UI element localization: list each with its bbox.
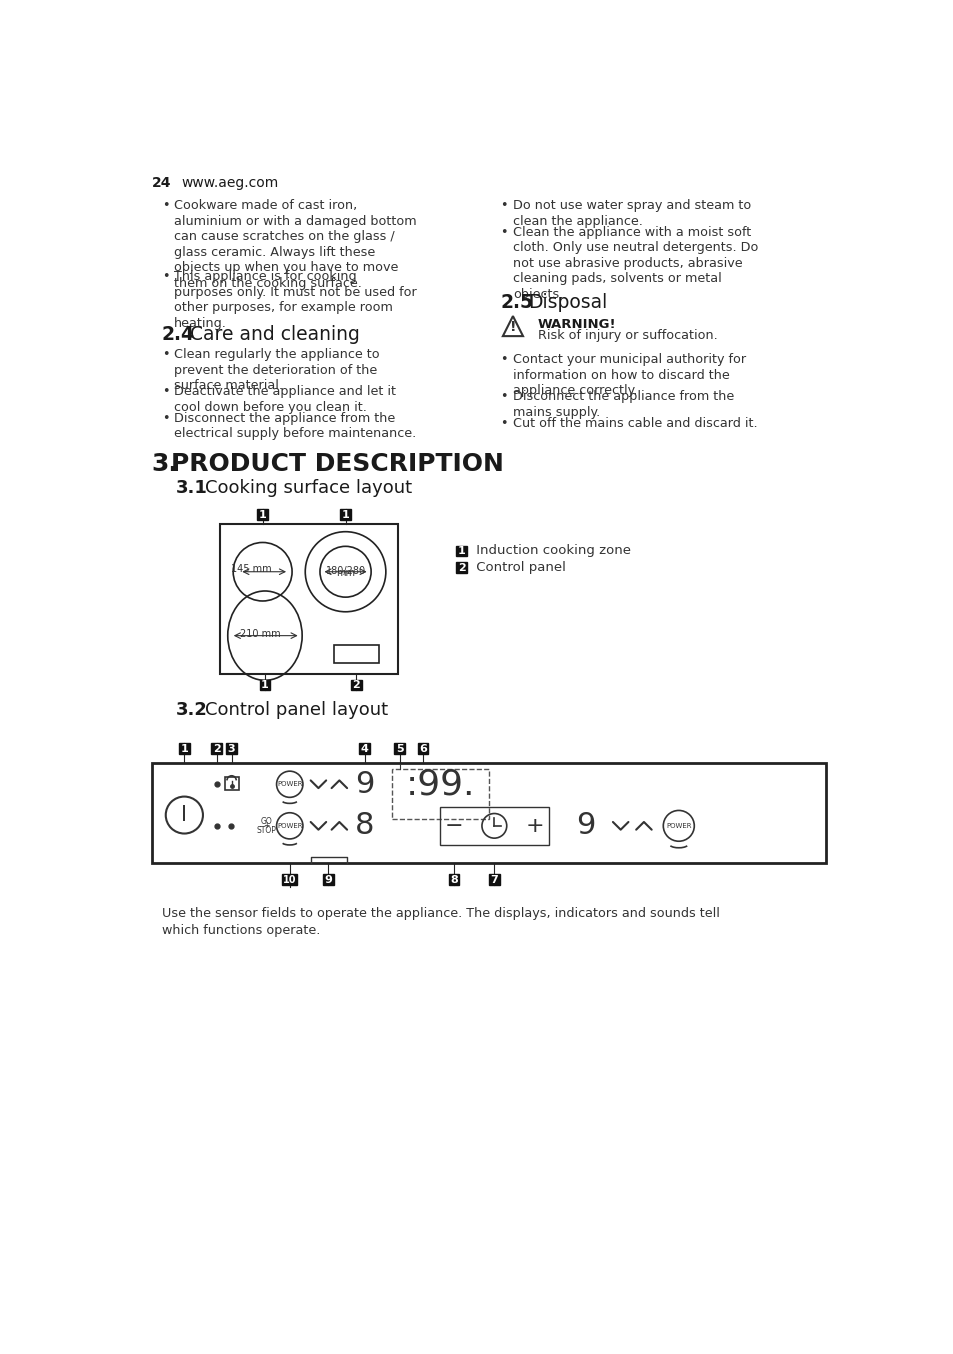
Text: 145 mm: 145 mm: [232, 565, 272, 574]
Text: Contact your municipal authority for
information on how to discard the
appliance: Contact your municipal authority for inf…: [513, 353, 745, 397]
Text: •: •: [500, 353, 508, 366]
Text: 10: 10: [283, 875, 296, 884]
FancyBboxPatch shape: [351, 680, 361, 691]
Text: 4: 4: [360, 743, 369, 754]
Text: Use the sensor fields to operate the appliance. The displays, indicators and sou: Use the sensor fields to operate the app…: [162, 907, 719, 937]
Text: Disposal: Disposal: [528, 292, 607, 311]
Text: 210 mm: 210 mm: [240, 628, 280, 639]
Text: STOP: STOP: [256, 826, 276, 835]
Text: Cooking surface layout: Cooking surface layout: [205, 479, 412, 497]
Text: Clean the appliance with a moist soft
cloth. Only use neutral detergents. Do
not: Clean the appliance with a moist soft cl…: [513, 226, 758, 301]
FancyBboxPatch shape: [226, 743, 236, 754]
Text: 1: 1: [341, 509, 349, 520]
Text: 3.: 3.: [152, 452, 178, 475]
Text: Risk of injury or suffocation.: Risk of injury or suffocation.: [537, 329, 717, 343]
Text: POWER: POWER: [276, 823, 302, 829]
Text: •: •: [162, 386, 170, 398]
Text: 180/280: 180/280: [325, 566, 365, 575]
Text: WARNING!: WARNING!: [537, 318, 616, 330]
Text: 8: 8: [355, 811, 375, 841]
Text: +: +: [525, 816, 544, 835]
FancyBboxPatch shape: [394, 743, 405, 754]
Text: 9: 9: [576, 811, 595, 841]
Text: 3.2: 3.2: [175, 701, 208, 719]
Text: Do not use water spray and steam to
clean the appliance.: Do not use water spray and steam to clea…: [513, 199, 750, 227]
Text: 5: 5: [395, 743, 403, 754]
Text: Care and cleaning: Care and cleaning: [190, 325, 359, 344]
Bar: [439, 807, 549, 845]
Text: 2: 2: [457, 563, 465, 573]
Text: •: •: [162, 271, 170, 283]
Text: 2.4: 2.4: [162, 325, 194, 344]
FancyBboxPatch shape: [456, 562, 467, 573]
Bar: [152, 762, 825, 862]
FancyBboxPatch shape: [456, 546, 467, 556]
Text: This appliance is for cooking
purposes only. It must not be used for
other purpo: This appliance is for cooking purposes o…: [174, 271, 416, 330]
Text: 6: 6: [418, 743, 427, 754]
Text: •: •: [500, 390, 508, 403]
FancyBboxPatch shape: [257, 509, 268, 520]
Text: 9: 9: [355, 770, 375, 799]
Text: 1: 1: [261, 680, 269, 691]
Text: 8: 8: [450, 875, 457, 884]
Text: 1: 1: [258, 509, 266, 520]
Text: POWER: POWER: [665, 823, 691, 829]
Text: •: •: [162, 412, 170, 425]
Text: Clean regularly the appliance to
prevent the deterioration of the
surface materi: Clean regularly the appliance to prevent…: [174, 348, 379, 393]
Text: Cut off the mains cable and discard it.: Cut off the mains cable and discard it.: [513, 417, 757, 429]
FancyBboxPatch shape: [359, 743, 370, 754]
Text: 2: 2: [213, 743, 220, 754]
Text: Induction cooking zone: Induction cooking zone: [472, 544, 630, 558]
FancyBboxPatch shape: [323, 875, 334, 886]
Text: POWER: POWER: [276, 781, 302, 787]
Text: 7: 7: [490, 875, 497, 884]
Text: Disconnect the appliance from the
electrical supply before maintenance.: Disconnect the appliance from the electr…: [174, 412, 416, 440]
Text: +: +: [263, 822, 270, 830]
Text: 3.1: 3.1: [175, 479, 208, 497]
Text: mm: mm: [335, 567, 355, 578]
Bar: [334, 645, 378, 663]
FancyBboxPatch shape: [448, 875, 459, 886]
FancyBboxPatch shape: [282, 875, 296, 886]
Text: :99.: :99.: [406, 768, 475, 802]
Text: Disconnect the appliance from the
mains supply.: Disconnect the appliance from the mains …: [513, 390, 734, 418]
Text: Deactivate the appliance and let it
cool down before you clean it.: Deactivate the appliance and let it cool…: [174, 386, 395, 414]
Text: I: I: [181, 806, 187, 825]
Text: 24: 24: [152, 176, 172, 191]
FancyBboxPatch shape: [488, 875, 499, 886]
Text: GO: GO: [260, 816, 273, 826]
Text: Control panel layout: Control panel layout: [205, 701, 388, 719]
Text: 9: 9: [324, 875, 332, 884]
Text: !: !: [509, 320, 516, 334]
Text: •: •: [162, 348, 170, 362]
FancyBboxPatch shape: [259, 680, 270, 691]
Text: •: •: [500, 417, 508, 429]
Text: •: •: [162, 199, 170, 213]
Text: 2: 2: [353, 680, 360, 691]
FancyBboxPatch shape: [212, 743, 222, 754]
Text: Control panel: Control panel: [472, 562, 565, 574]
Bar: [224, 777, 238, 791]
Text: 2.5: 2.5: [500, 292, 533, 311]
Bar: [392, 769, 488, 819]
FancyBboxPatch shape: [417, 743, 428, 754]
FancyBboxPatch shape: [340, 509, 351, 520]
Text: •: •: [500, 226, 508, 238]
Text: www.aeg.com: www.aeg.com: [181, 176, 278, 191]
FancyBboxPatch shape: [179, 743, 190, 754]
Text: 1: 1: [457, 546, 465, 556]
Text: 1: 1: [180, 743, 188, 754]
Bar: [220, 524, 397, 674]
Text: Cookware made of cast iron,
aluminium or with a damaged bottom
can cause scratch: Cookware made of cast iron, aluminium or…: [174, 199, 416, 290]
Text: PRODUCT DESCRIPTION: PRODUCT DESCRIPTION: [171, 452, 503, 475]
Text: •: •: [500, 199, 508, 213]
Text: 3: 3: [228, 743, 235, 754]
Text: −: −: [444, 816, 463, 835]
